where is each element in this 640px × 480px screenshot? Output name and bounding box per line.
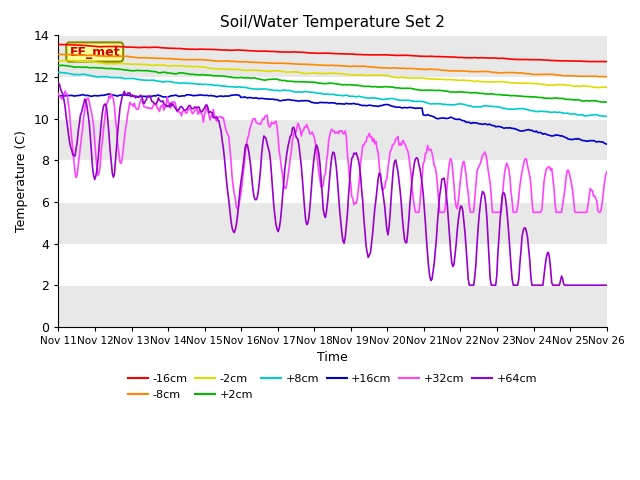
Bar xyxy=(58,285,607,327)
Legend: -16cm, -8cm, -2cm, +2cm, +8cm, +16cm, +32cm, +64cm: -16cm, -8cm, -2cm, +2cm, +8cm, +16cm, +3… xyxy=(124,370,541,404)
Y-axis label: Temperature (C): Temperature (C) xyxy=(15,130,28,232)
Bar xyxy=(58,202,607,243)
Title: Soil/Water Temperature Set 2: Soil/Water Temperature Set 2 xyxy=(220,15,445,30)
Text: EE_met: EE_met xyxy=(69,46,120,59)
X-axis label: Time: Time xyxy=(317,351,348,364)
Bar xyxy=(58,119,607,160)
Bar xyxy=(58,36,607,77)
